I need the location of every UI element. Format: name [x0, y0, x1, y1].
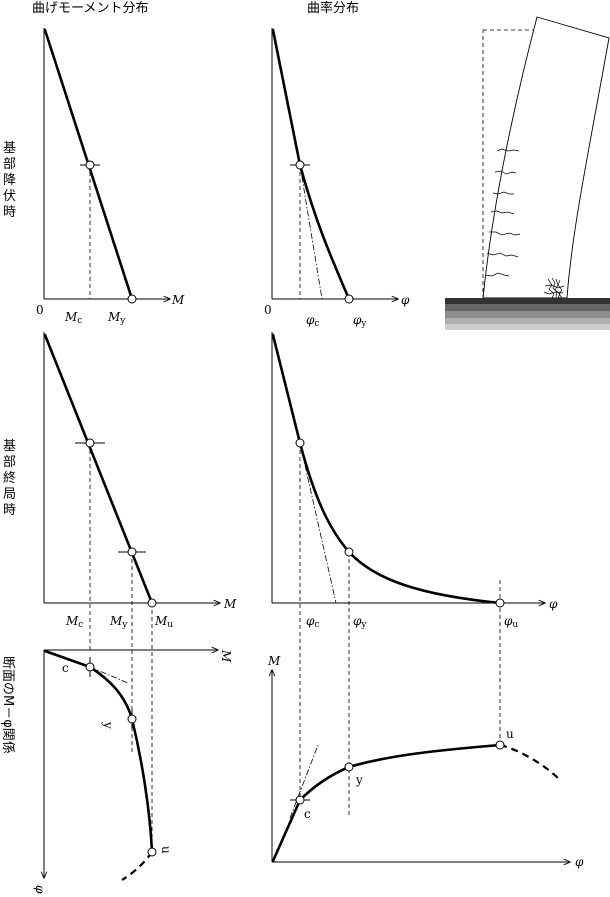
svg-text:φ: φ: [575, 855, 584, 869]
m-phi-plot: M φ c y u: [267, 654, 584, 869]
moment-distribution-header: 曲げモーメント分布: [32, 1, 148, 16]
svg-text:終: 終: [3, 470, 16, 486]
svg-text:M: M: [267, 654, 281, 668]
svg-text:基: 基: [3, 141, 16, 156]
m-phi-rotated-plot: M φ c y u: [33, 649, 233, 894]
svg-text:My: My: [109, 614, 128, 630]
svg-text:M: M: [171, 293, 185, 307]
svg-text:φ: φ: [33, 885, 47, 894]
svg-text:時: 時: [3, 503, 16, 518]
curvature-plot-yield: 0 φ φc φy: [264, 28, 410, 329]
moment-plot-yield: 0 M Mc My: [36, 28, 185, 326]
svg-text:部: 部: [3, 455, 16, 470]
svg-text:M: M: [223, 597, 237, 611]
svg-text:φ: φ: [401, 293, 410, 307]
svg-text:My: My: [107, 310, 126, 326]
svg-text:時: 時: [3, 205, 16, 220]
curvature-distribution-header: 曲率分布: [307, 0, 359, 16]
svg-text:φ: φ: [549, 597, 558, 611]
svg-text:c: c: [62, 661, 69, 675]
svg-text:0: 0: [264, 303, 272, 317]
svg-text:φy: φy: [353, 614, 367, 630]
svg-text:Mc: Mc: [65, 614, 83, 630]
row-label-base-ultimate: 基 部 終 局 時: [3, 439, 16, 518]
row-label-section-m-phi: 断面のM－φ関係: [0, 656, 15, 754]
moment-plot-ultimate: M Mc My Mu: [43, 332, 237, 850]
svg-text:φc: φc: [306, 614, 319, 630]
svg-text:Mc: Mc: [64, 310, 82, 326]
svg-text:φy: φy: [353, 313, 367, 329]
svg-text:u: u: [506, 727, 514, 741]
row-label-base-yield: 基 部 降 伏 時: [3, 141, 16, 220]
curvature-plot-ultimate: φ φc φy φu: [271, 332, 558, 815]
svg-text:伏: 伏: [3, 189, 16, 204]
svg-text:部: 部: [3, 157, 16, 172]
svg-text:降: 降: [3, 173, 16, 188]
svg-text:M: M: [219, 649, 233, 663]
column-illustration: [445, 16, 610, 330]
svg-text:u: u: [159, 846, 173, 854]
svg-text:c: c: [304, 807, 311, 821]
svg-text:φc: φc: [306, 313, 319, 329]
svg-text:y: y: [355, 773, 363, 787]
svg-text:局: 局: [3, 487, 16, 502]
svg-text:φu: φu: [504, 614, 518, 630]
svg-text:0: 0: [36, 303, 44, 317]
svg-text:Mu: Mu: [154, 614, 173, 630]
svg-text:y: y: [101, 721, 115, 729]
svg-text:基: 基: [3, 439, 16, 454]
